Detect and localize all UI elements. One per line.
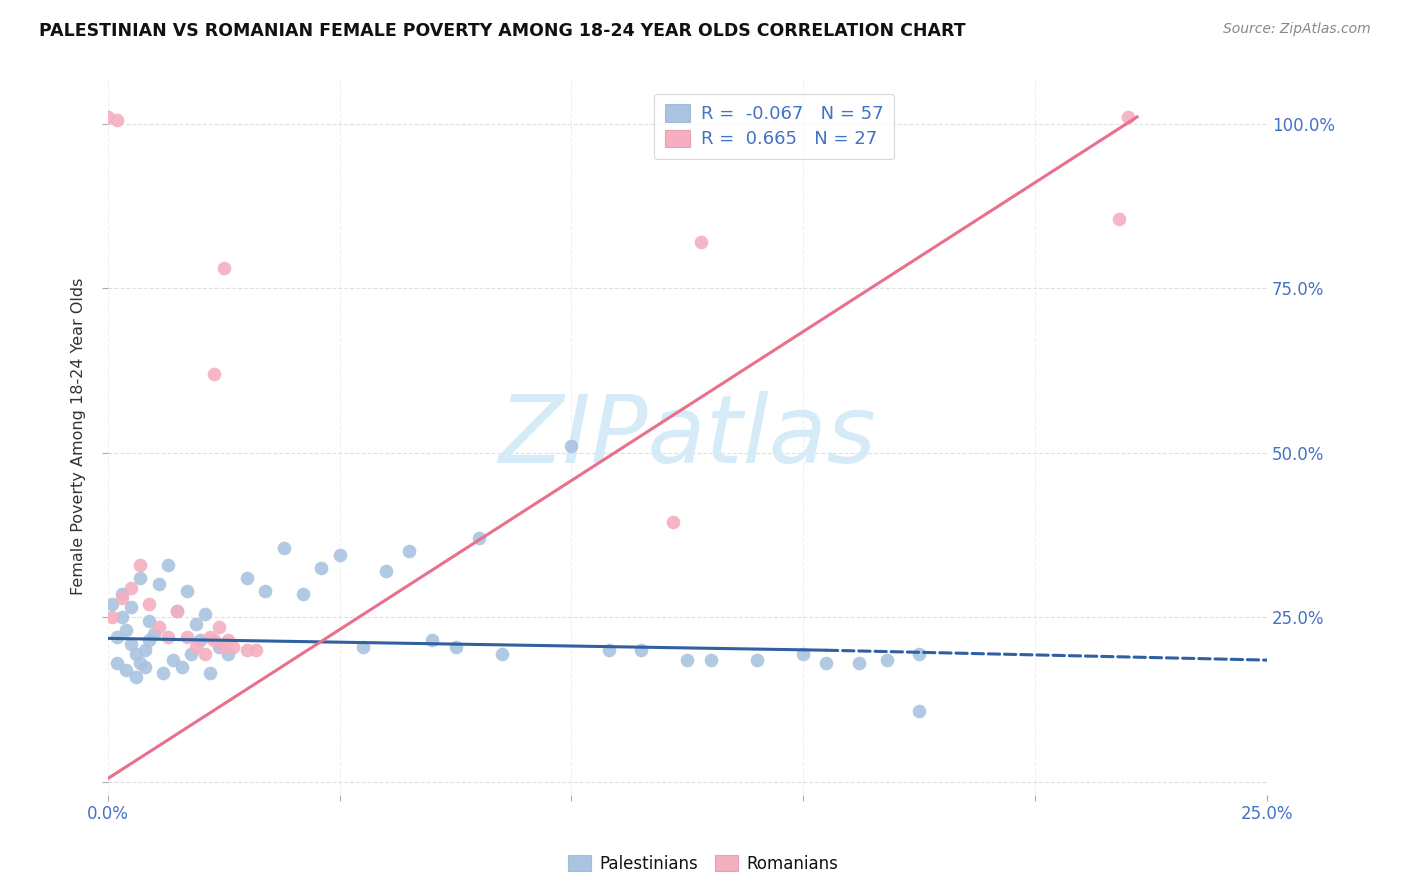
- Point: [375, 564, 398, 578]
- Point: [245, 643, 267, 657]
- Point: [662, 515, 685, 529]
- Text: PALESTINIAN VS ROMANIAN FEMALE POVERTY AMONG 18-24 YEAR OLDS CORRELATION CHART: PALESTINIAN VS ROMANIAN FEMALE POVERTY A…: [39, 22, 966, 40]
- Point: [105, 113, 128, 128]
- Point: [273, 541, 295, 556]
- Point: [166, 604, 188, 618]
- Point: [352, 640, 374, 654]
- Point: [138, 614, 160, 628]
- Legend: R =  -0.067   N = 57, R =  0.665   N = 27: R = -0.067 N = 57, R = 0.665 N = 27: [654, 94, 894, 160]
- Point: [166, 604, 188, 618]
- Point: [745, 653, 768, 667]
- Point: [291, 587, 314, 601]
- Point: [134, 643, 156, 657]
- Point: [560, 439, 582, 453]
- Point: [198, 666, 221, 681]
- Point: [115, 624, 138, 638]
- Point: [143, 626, 166, 640]
- Point: [491, 647, 513, 661]
- Point: [222, 640, 245, 654]
- Y-axis label: Female Poverty Among 18-24 Year Olds: Female Poverty Among 18-24 Year Olds: [72, 277, 86, 595]
- Point: [194, 647, 217, 661]
- Point: [792, 647, 814, 661]
- Point: [208, 640, 231, 654]
- Text: ZIPatlas: ZIPatlas: [498, 391, 876, 482]
- Point: [198, 630, 221, 644]
- Point: [124, 647, 146, 661]
- Point: [202, 367, 225, 381]
- Point: [105, 630, 128, 644]
- Text: Source: ZipAtlas.com: Source: ZipAtlas.com: [1223, 22, 1371, 37]
- Point: [676, 653, 699, 667]
- Point: [1108, 212, 1130, 227]
- Point: [152, 666, 174, 681]
- Point: [690, 235, 713, 249]
- Point: [120, 600, 142, 615]
- Point: [176, 584, 198, 599]
- Point: [202, 633, 225, 648]
- Point: [236, 571, 259, 585]
- Point: [101, 610, 124, 624]
- Point: [111, 587, 134, 601]
- Point: [101, 597, 124, 611]
- Point: [444, 640, 467, 654]
- Point: [129, 571, 152, 585]
- Point: [217, 633, 239, 648]
- Point: [208, 620, 231, 634]
- Point: [467, 531, 489, 545]
- Point: [138, 597, 160, 611]
- Point: [162, 653, 184, 667]
- Point: [180, 647, 202, 661]
- Point: [848, 657, 870, 671]
- Point: [309, 561, 332, 575]
- Point: [184, 616, 207, 631]
- Point: [157, 630, 180, 644]
- Point: [908, 704, 931, 718]
- Point: [115, 663, 138, 677]
- Point: [815, 657, 838, 671]
- Point: [120, 637, 142, 651]
- Point: [254, 584, 277, 599]
- Point: [129, 558, 152, 572]
- Point: [134, 659, 156, 673]
- Point: [908, 647, 931, 661]
- Point: [194, 607, 217, 621]
- Point: [138, 633, 160, 648]
- Point: [129, 657, 152, 671]
- Point: [420, 633, 443, 648]
- Legend: Palestinians, Romanians: Palestinians, Romanians: [561, 848, 845, 880]
- Point: [170, 659, 193, 673]
- Point: [184, 640, 207, 654]
- Point: [176, 630, 198, 644]
- Point: [329, 548, 352, 562]
- Point: [111, 610, 134, 624]
- Point: [111, 591, 134, 605]
- Point: [598, 643, 620, 657]
- Point: [105, 657, 128, 671]
- Point: [630, 643, 652, 657]
- Point: [212, 640, 235, 654]
- Point: [120, 581, 142, 595]
- Point: [148, 620, 170, 634]
- Point: [157, 558, 180, 572]
- Point: [217, 647, 239, 661]
- Point: [1116, 110, 1139, 124]
- Point: [398, 544, 420, 558]
- Point: [699, 653, 721, 667]
- Point: [236, 643, 259, 657]
- Point: [148, 577, 170, 591]
- Point: [97, 110, 120, 124]
- Point: [124, 669, 146, 683]
- Point: [212, 261, 235, 276]
- Point: [876, 653, 898, 667]
- Point: [190, 633, 212, 648]
